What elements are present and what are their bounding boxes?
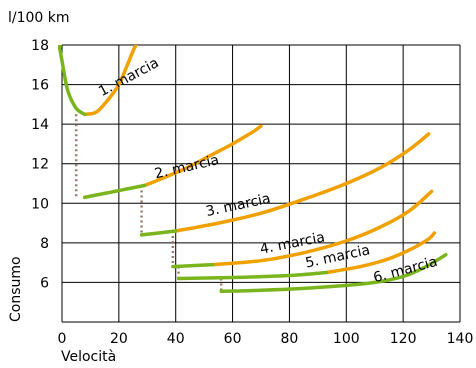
gear-curve-efficient bbox=[176, 270, 329, 281]
gear-curve-efficient bbox=[58, 45, 87, 117]
x-tick-label: 120 bbox=[390, 331, 417, 347]
y-tick-label: 6 bbox=[40, 275, 49, 291]
x-axis-title: Velocità bbox=[61, 349, 116, 365]
gear-curve-efficient bbox=[219, 252, 448, 294]
gear-label: 6. marcia bbox=[372, 254, 440, 286]
x-tick-label: 20 bbox=[110, 331, 128, 347]
x-tick-label: 100 bbox=[333, 331, 360, 347]
gear-curve-efficient bbox=[171, 262, 215, 269]
y-tick-label: 8 bbox=[40, 236, 49, 252]
x-tick-label: 0 bbox=[58, 331, 67, 347]
x-tick-label: 40 bbox=[167, 331, 185, 347]
gear-curves bbox=[58, 45, 448, 294]
y-axis-title: Consumo bbox=[8, 256, 24, 322]
gear-curve-high-consumption bbox=[142, 124, 263, 188]
gear-label: 2. marcia bbox=[153, 152, 221, 182]
y-tick-label: 14 bbox=[31, 117, 49, 133]
y-axis-unit: l/100 km bbox=[8, 10, 70, 26]
y-tick-label: 16 bbox=[31, 78, 49, 94]
y-tick-label: 12 bbox=[31, 157, 49, 173]
x-tick-label: 140 bbox=[447, 331, 474, 347]
x-tick-labels: 0 20 40 60 80 100 120 140 bbox=[58, 331, 474, 347]
gear-curve-efficient bbox=[82, 183, 147, 200]
gear-curve-high-consumption bbox=[82, 45, 138, 117]
y-tick-labels: 6 8 10 12 14 16 18 bbox=[31, 38, 49, 291]
x-tick-label: 60 bbox=[224, 331, 242, 347]
y-tick-label: 18 bbox=[31, 38, 49, 54]
x-tick-label: 80 bbox=[281, 331, 299, 347]
gear-shift-lines bbox=[74, 114, 223, 292]
gear-curve-high-consumption bbox=[324, 231, 437, 275]
gear-label: 3. marcia bbox=[204, 191, 272, 220]
gear-curve-efficient bbox=[139, 229, 178, 237]
y-tick-label: 10 bbox=[31, 196, 49, 212]
gear-curve-high-consumption bbox=[210, 189, 434, 267]
gear-curve-high-consumption bbox=[173, 132, 431, 233]
